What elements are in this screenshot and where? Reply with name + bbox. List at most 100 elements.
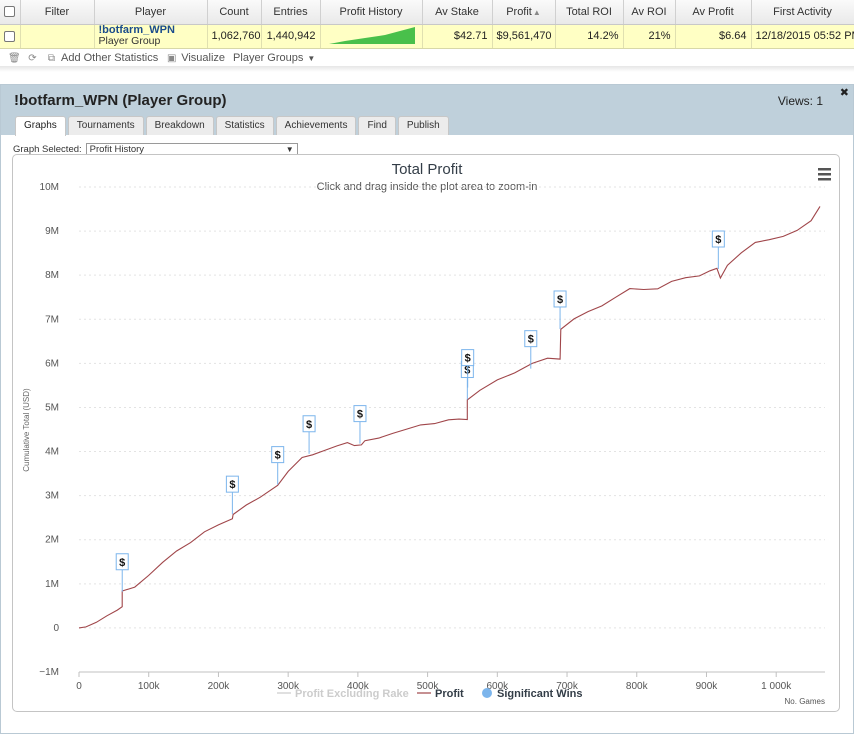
player-groups-label: Player Groups	[233, 52, 304, 64]
tab-find[interactable]: Find	[358, 116, 396, 135]
column-header-total-roi[interactable]: Total ROI	[555, 0, 624, 25]
column-header-profit[interactable]: Profit▲	[492, 0, 556, 25]
y-tick-label: 10M	[40, 182, 59, 193]
row-checkbox[interactable]	[4, 30, 15, 42]
views-count: Views: 1	[777, 94, 823, 108]
x-tick-label: 500k	[417, 681, 440, 692]
column-header-entries[interactable]: Entries	[261, 0, 321, 25]
player-cell[interactable]: !botfarm_WPN Player Group	[94, 24, 208, 49]
av-roi-cell: 21%	[623, 24, 676, 49]
profit-chart-container[interactable]: Total Profit Click and drag inside the pl…	[12, 154, 840, 712]
column-header-filter[interactable]: Filter	[20, 0, 95, 25]
trash-icon[interactable]: 🗑	[8, 52, 21, 64]
select-all-checkbox-cell[interactable]	[0, 0, 21, 25]
significant-win-flag[interactable]	[711, 230, 725, 248]
table-header-row: Filter Player Count Entries Profit Histo…	[0, 0, 854, 25]
significant-win-flag[interactable]	[271, 446, 285, 464]
player-groups-dropdown[interactable]: Player Groups ▼	[233, 52, 315, 64]
chevron-down-icon: ▼	[285, 145, 294, 154]
column-header-player[interactable]: Player	[94, 0, 208, 25]
row-checkbox-cell[interactable]	[0, 24, 21, 49]
y-tick-label: 7M	[45, 314, 59, 325]
column-header-profit-history[interactable]: Profit History	[320, 0, 423, 25]
separator	[0, 66, 854, 72]
x-axis-label: No. Games	[785, 697, 825, 706]
chart-subtitle: Click and drag inside the plot area to z…	[317, 181, 538, 193]
tab-achievements[interactable]: Achievements	[275, 116, 357, 135]
legend-significant-wins[interactable]: Significant Wins	[497, 688, 582, 700]
add-other-statistics-button[interactable]: ⧉ Add Other Statistics	[46, 52, 158, 64]
significant-win-flag-label: $	[557, 294, 563, 306]
count-cell: 1,062,760	[207, 24, 262, 49]
stats-table: Filter Player Count Entries Profit Histo…	[0, 0, 854, 49]
significant-win-flag[interactable]	[461, 349, 475, 367]
filter-cell	[20, 24, 95, 49]
entries-cell: 1,440,942	[261, 24, 321, 49]
add-stats-icon: ⧉	[47, 52, 56, 64]
tab-publish[interactable]: Publish	[397, 116, 449, 135]
column-header-av-stake[interactable]: Av Stake	[422, 0, 493, 25]
significant-win-flag-label: $	[465, 353, 471, 365]
tab-breakdown[interactable]: Breakdown	[145, 116, 214, 135]
significant-win-flag-label: $	[715, 234, 721, 246]
profit-cell: $9,561,470	[492, 24, 556, 49]
x-tick-label: 1 000k	[761, 681, 792, 692]
y-tick-label: 6M	[45, 358, 59, 369]
av-stake-cell: $42.71	[422, 24, 493, 49]
x-tick-label: 400k	[347, 681, 370, 692]
x-tick-label: 900k	[696, 681, 719, 692]
refresh-icon[interactable]: ⟳	[28, 52, 37, 64]
significant-win-flag[interactable]	[302, 415, 316, 433]
select-all-checkbox[interactable]	[4, 6, 16, 18]
significant-win-flag[interactable]	[225, 475, 239, 493]
tab-statistics[interactable]: Statistics	[215, 116, 274, 135]
column-header-count[interactable]: Count	[207, 0, 262, 25]
profit-history-cell	[320, 24, 423, 49]
graph-selected-label: Graph Selected:	[13, 144, 82, 155]
table-row[interactable]: !botfarm_WPN Player Group 1,062,760 1,44…	[0, 24, 854, 49]
legend-profit[interactable]: Profit	[435, 688, 464, 700]
legend-profit-excluding-rake[interactable]: Profit Excluding Rake	[295, 688, 409, 700]
menu-icon[interactable]	[818, 173, 831, 176]
x-tick-label: 300k	[277, 681, 300, 692]
panel-title: !botfarm_WPN (Player Group)	[14, 92, 227, 109]
table-toolbar: 🗑 ⟳ ⧉ Add Other Statistics ▣ Visualize P…	[0, 49, 854, 67]
y-tick-label: 0	[53, 623, 59, 634]
chart-title: Total Profit	[392, 161, 464, 178]
total-roi-cell: 14.2%	[555, 24, 624, 49]
profit-series-line	[78, 206, 821, 629]
significant-win-flag[interactable]	[115, 553, 129, 571]
x-tick-label: 700k	[556, 681, 579, 692]
visualize-button[interactable]: ▣ Visualize	[166, 52, 225, 64]
column-header-av-profit[interactable]: Av Profit	[675, 0, 752, 25]
significant-win-flag-label: $	[275, 450, 281, 462]
significant-win-flag[interactable]	[353, 405, 367, 423]
close-icon[interactable]: ✖	[839, 87, 849, 99]
significant-win-flag-label: $	[528, 334, 534, 346]
x-tick-label: 100k	[138, 681, 161, 692]
x-tick-label: 0	[76, 681, 82, 692]
y-tick-label: 4M	[45, 447, 59, 458]
y-tick-label: −1M	[39, 667, 59, 678]
sort-icon[interactable]: ▲	[532, 7, 541, 17]
player-name-link[interactable]: !botfarm_WPN	[98, 24, 175, 36]
profit-chart[interactable]: Total Profit Click and drag inside the pl…	[13, 155, 841, 713]
menu-icon[interactable]	[818, 168, 831, 171]
add-other-statistics-label: Add Other Statistics	[61, 52, 159, 64]
menu-icon[interactable]	[818, 178, 831, 181]
significant-win-flag-label: $	[357, 409, 363, 421]
visualize-label: Visualize	[181, 52, 226, 64]
column-header-av-roi[interactable]: Av ROI	[623, 0, 676, 25]
column-header-first-activity[interactable]: First Activity	[751, 0, 854, 25]
chevron-down-icon: ▼	[307, 53, 316, 63]
significant-win-flag-label: $	[229, 479, 235, 491]
panel-header: !botfarm_WPN (Player Group) Views: 1 ✖ G…	[1, 85, 853, 136]
significant-win-flag[interactable]	[524, 330, 538, 348]
column-header-profit-label: Profit	[506, 5, 532, 18]
significant-win-flag[interactable]	[553, 290, 567, 308]
y-tick-label: 9M	[45, 226, 59, 237]
image-icon: ▣	[166, 52, 177, 64]
legend-marker-significant-wins[interactable]	[482, 688, 492, 698]
tab-graphs[interactable]: Graphs	[15, 116, 66, 136]
tab-tournaments[interactable]: Tournaments	[67, 116, 144, 135]
